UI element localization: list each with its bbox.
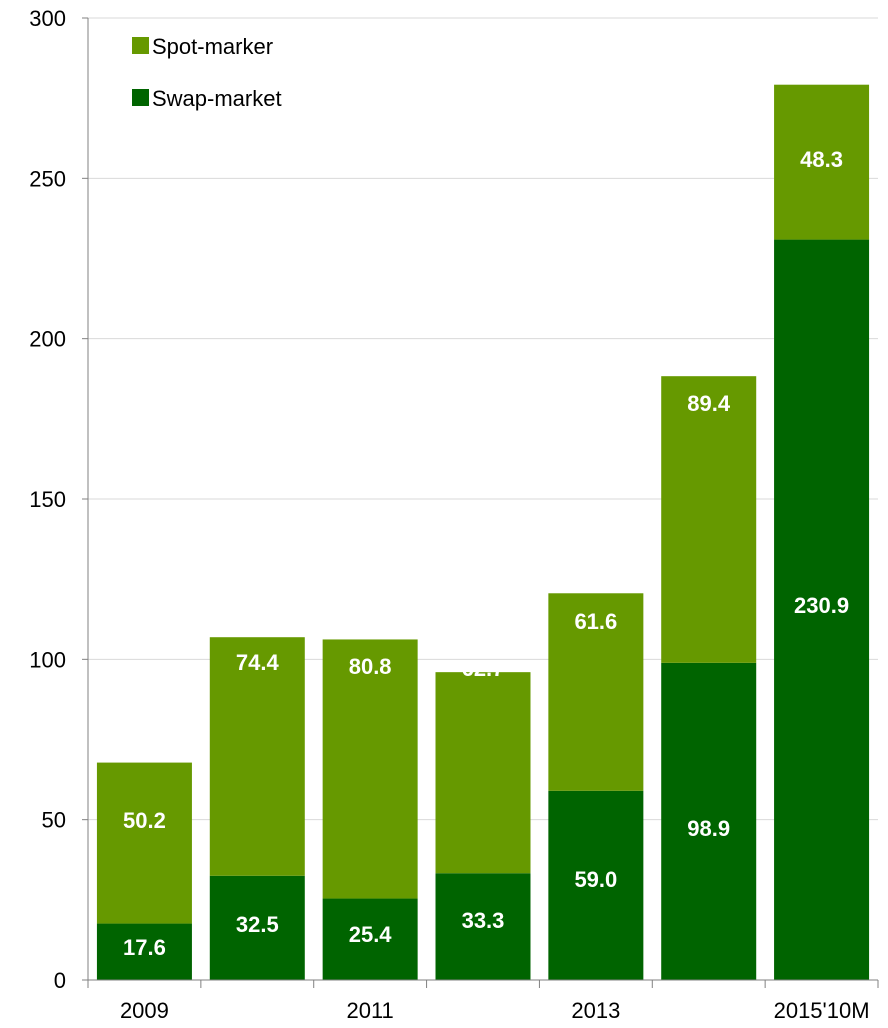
y-tick-label: 0 [54, 968, 66, 993]
bar-swap-market [209, 875, 305, 980]
legend-label: Swap-market [152, 86, 282, 111]
axes: 0 50 100 150 200 250 300 2009 2011 2013 2015'10M [29, 6, 879, 1023]
data-label-swap-market: 25.4 [349, 922, 393, 947]
y-tick-label: 50 [42, 808, 66, 833]
legend: Spot-marker Swap-market [132, 34, 282, 111]
bar-swap-market [435, 873, 531, 980]
data-label-swap-market: 17.6 [123, 935, 166, 960]
y-tick-label: 250 [29, 166, 66, 191]
y-tick-label: 150 [29, 487, 66, 512]
data-label-swap-market: 32.5 [236, 912, 279, 937]
data-label-spot-marker: 61.6 [574, 609, 617, 634]
bar-spot-marker [774, 84, 870, 240]
x-tick-label: 2009 [120, 998, 169, 1023]
data-label-spot-marker: 80.8 [349, 654, 392, 679]
x-tick-label: 2013 [571, 998, 620, 1023]
legend-swatch [132, 89, 149, 106]
data-label-swap-market: 230.9 [794, 593, 849, 618]
bar-swap-market [96, 923, 192, 980]
data-label-swap-market: 33.3 [462, 908, 505, 933]
y-tick-label: 100 [29, 647, 66, 672]
bar-swap-market [548, 790, 644, 980]
bar-swap-market [322, 898, 418, 980]
data-label-spot-marker: 48.3 [800, 147, 843, 172]
data-label-spot-marker: 89.4 [687, 391, 731, 416]
data-label-spot-marker: 50.2 [123, 808, 166, 833]
data-label-spot-marker: 62.7 [462, 656, 505, 681]
legend-label: Spot-marker [152, 34, 273, 59]
data-label-swap-market: 98.9 [687, 816, 730, 841]
bar-spot-marker [548, 593, 644, 791]
bars: 17.6 32.5 25.4 33.3 59.0 98.9 230.9 50.2 74.4 80.… [96, 84, 870, 980]
y-tick-label: 300 [29, 6, 66, 31]
bar-spot-marker [322, 639, 418, 899]
bar-swap-market [661, 662, 757, 980]
x-tick-label: 2015'10M [774, 998, 870, 1023]
bar-swap-market [774, 239, 870, 980]
bar-spot-marker [96, 762, 192, 924]
legend-swatch [132, 37, 149, 54]
x-tick-label: 2011 [346, 998, 393, 1023]
bar-spot-marker [209, 637, 305, 876]
data-label-spot-marker: 74.4 [236, 650, 280, 675]
data-label-swap-market: 59.0 [574, 867, 617, 892]
bar-spot-marker [661, 376, 757, 663]
bar-spot-marker [435, 672, 531, 874]
y-tick-label: 200 [29, 327, 66, 352]
